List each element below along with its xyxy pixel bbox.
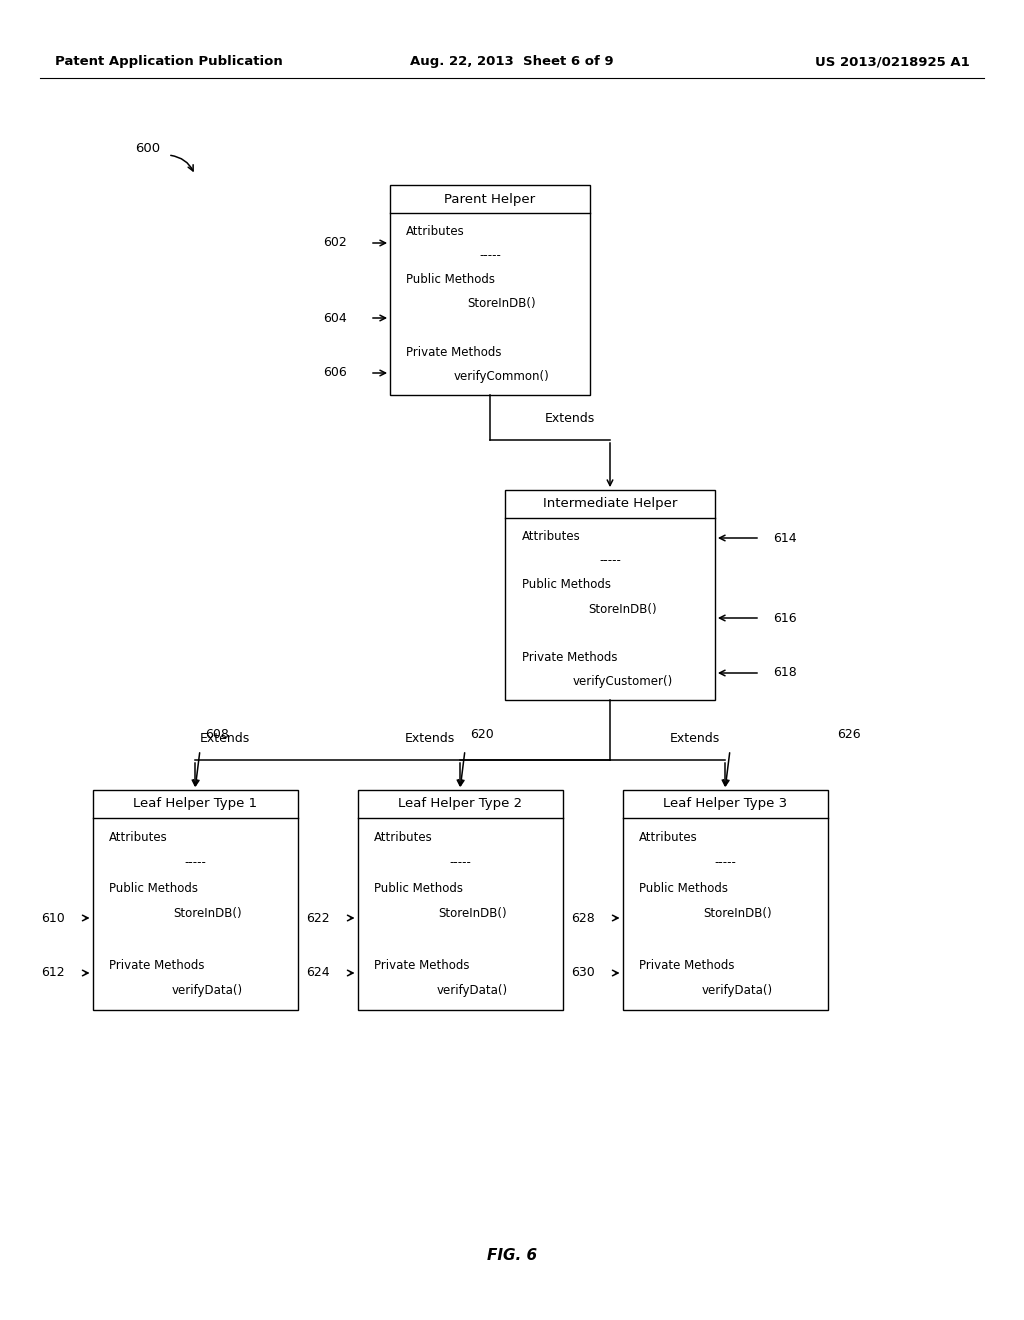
Text: Attributes: Attributes (522, 529, 581, 543)
Text: Leaf Helper Type 1: Leaf Helper Type 1 (133, 797, 257, 810)
Text: 606: 606 (324, 367, 347, 380)
Text: Attributes: Attributes (109, 830, 168, 843)
Text: -----: ----- (450, 857, 471, 870)
Text: 616: 616 (773, 611, 797, 624)
Text: -----: ----- (184, 857, 206, 870)
Text: verifyData(): verifyData() (437, 985, 508, 998)
Text: Leaf Helper Type 3: Leaf Helper Type 3 (663, 797, 787, 810)
Text: StoreInDB(): StoreInDB() (173, 908, 242, 920)
Text: Extends: Extends (404, 733, 455, 744)
Text: Extends: Extends (545, 412, 595, 425)
Text: Parent Helper: Parent Helper (444, 193, 536, 206)
Text: Public Methods: Public Methods (639, 882, 728, 895)
Text: StoreInDB(): StoreInDB() (588, 602, 657, 615)
Text: -----: ----- (714, 857, 736, 870)
Text: Intermediate Helper: Intermediate Helper (543, 498, 677, 511)
Text: Private Methods: Private Methods (639, 958, 734, 972)
Text: 618: 618 (773, 667, 797, 680)
Text: 626: 626 (838, 729, 861, 742)
Text: verifyCommon(): verifyCommon() (454, 371, 550, 383)
Bar (390, 185, 590, 395)
Text: 604: 604 (324, 312, 347, 325)
Text: StoreInDB(): StoreInDB() (438, 908, 507, 920)
Text: Extends: Extends (200, 733, 250, 744)
Text: 630: 630 (570, 966, 594, 979)
Text: verifyData(): verifyData() (701, 985, 773, 998)
Text: StoreInDB(): StoreInDB() (468, 297, 537, 310)
Text: Attributes: Attributes (406, 224, 465, 238)
Text: 628: 628 (570, 912, 594, 924)
Text: 608: 608 (205, 729, 229, 742)
Text: Leaf Helper Type 2: Leaf Helper Type 2 (398, 797, 522, 810)
Text: verifyCustomer(): verifyCustomer() (572, 676, 673, 688)
Bar (357, 789, 562, 1010)
Text: Public Methods: Public Methods (109, 882, 198, 895)
Text: Private Methods: Private Methods (374, 958, 469, 972)
Text: Attributes: Attributes (639, 830, 697, 843)
Bar (623, 789, 827, 1010)
Text: Extends: Extends (670, 733, 720, 744)
Bar (92, 789, 298, 1010)
Text: US 2013/0218925 A1: US 2013/0218925 A1 (815, 55, 970, 69)
Text: -----: ----- (479, 249, 501, 261)
Text: 614: 614 (773, 532, 797, 544)
Text: 624: 624 (306, 966, 330, 979)
Text: Private Methods: Private Methods (522, 651, 617, 664)
Text: Private Methods: Private Methods (109, 958, 205, 972)
Text: Public Methods: Public Methods (374, 882, 463, 895)
Text: StoreInDB(): StoreInDB() (703, 908, 772, 920)
Text: Attributes: Attributes (374, 830, 433, 843)
Text: 610: 610 (41, 912, 65, 924)
Text: Patent Application Publication: Patent Application Publication (55, 55, 283, 69)
Text: 620: 620 (470, 729, 494, 742)
Text: Public Methods: Public Methods (522, 578, 610, 591)
Bar (505, 490, 715, 700)
Text: Aug. 22, 2013  Sheet 6 of 9: Aug. 22, 2013 Sheet 6 of 9 (411, 55, 613, 69)
Text: Private Methods: Private Methods (406, 346, 502, 359)
Text: verifyData(): verifyData() (172, 985, 243, 998)
Text: Public Methods: Public Methods (406, 273, 495, 286)
Text: FIG. 6: FIG. 6 (487, 1247, 537, 1262)
Text: 622: 622 (306, 912, 330, 924)
Text: -----: ----- (599, 554, 621, 568)
Text: 602: 602 (324, 236, 347, 249)
Text: 612: 612 (41, 966, 65, 979)
Text: 600: 600 (135, 141, 161, 154)
